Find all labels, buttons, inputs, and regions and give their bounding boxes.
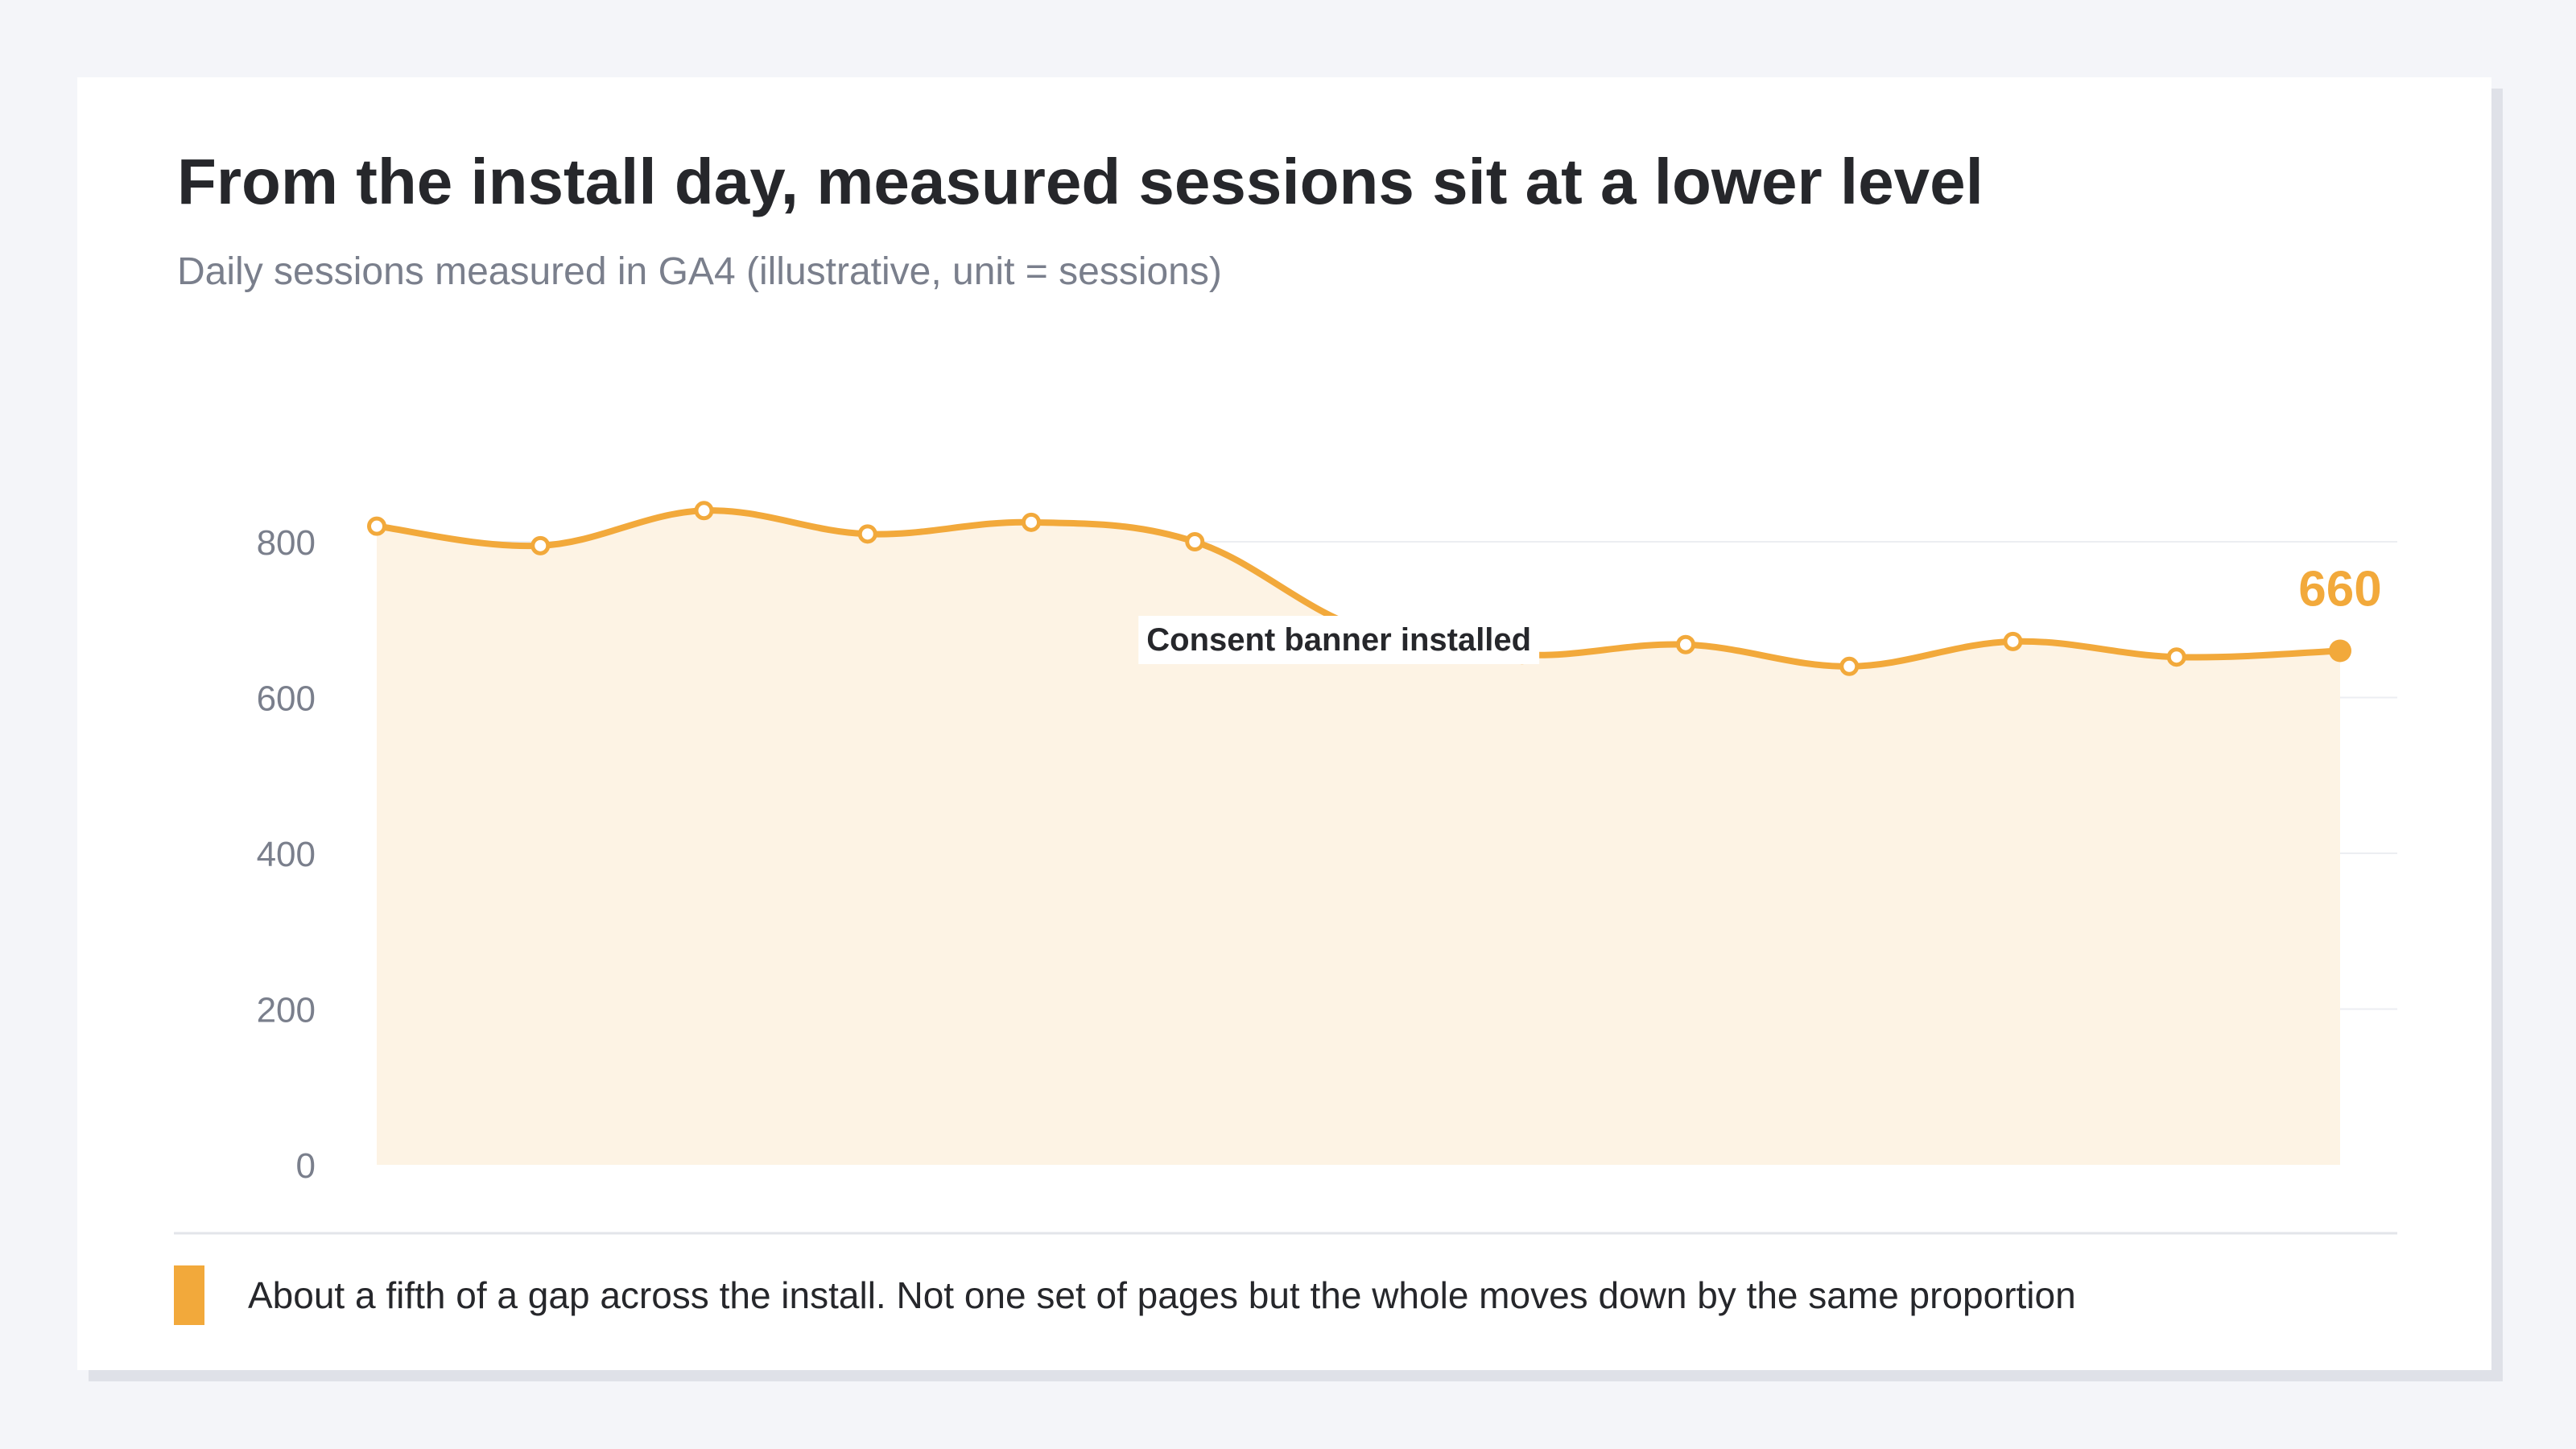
line-chart: 0 200 400 600 800 660 Consent banner install… bbox=[174, 501, 2397, 1235]
y-tick-label: 800 bbox=[257, 523, 316, 563]
data-point bbox=[694, 501, 714, 521]
y-tick-label: 400 bbox=[257, 835, 316, 874]
data-point bbox=[530, 535, 551, 555]
y-tick-label: 600 bbox=[257, 679, 316, 719]
chart-title: From the install day, measured sessions … bbox=[177, 146, 1984, 217]
annotation-background bbox=[1138, 616, 1540, 664]
data-point bbox=[1022, 512, 1041, 532]
legend-text: About a fifth of a gap across the instal… bbox=[248, 1274, 2076, 1316]
data-point bbox=[1839, 656, 1860, 676]
y-axis-ticks: 0 200 400 600 800 bbox=[257, 523, 316, 1186]
end-value-label: 660 bbox=[2298, 561, 2381, 617]
annotation: Consent banner installed bbox=[1138, 616, 1540, 664]
y-tick-label: 0 bbox=[296, 1146, 316, 1186]
data-point bbox=[1185, 532, 1205, 551]
chart-subtitle: Daily sessions measured in GA4 (illustra… bbox=[177, 250, 1222, 293]
data-point bbox=[367, 516, 386, 536]
data-point bbox=[1676, 634, 1695, 654]
series-area bbox=[377, 510, 2340, 1165]
legend-swatch bbox=[174, 1265, 204, 1325]
data-point bbox=[857, 524, 877, 544]
data-point-last bbox=[2329, 639, 2351, 663]
chart-card: From the install day, measured sessions … bbox=[77, 77, 2491, 1370]
annotation-label: Consent banner installed bbox=[1146, 622, 1531, 658]
data-points: 660 bbox=[367, 501, 2382, 676]
data-point bbox=[2166, 647, 2186, 667]
data-point bbox=[2003, 631, 2023, 651]
y-tick-label: 200 bbox=[257, 991, 316, 1030]
